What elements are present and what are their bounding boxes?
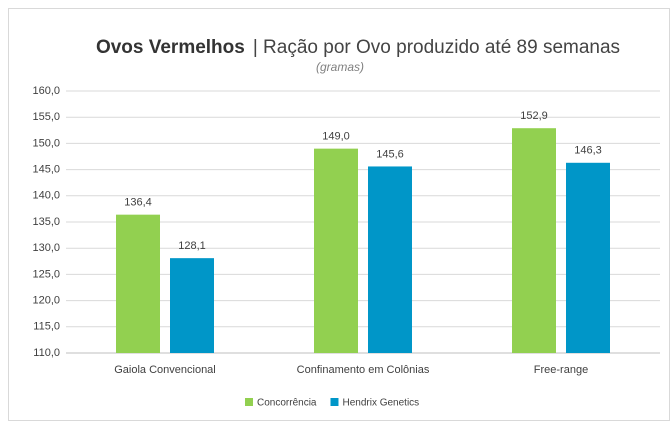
y-tick-label: 110,0 [33,347,60,359]
bar [368,166,412,353]
y-tick-label: 145,0 [32,164,60,176]
value-label: 128,1 [178,240,206,252]
y-tick-label: 150,0 [32,137,60,149]
title-detail: | Ração por Ovo produzido até 89 semanas [253,37,620,58]
bar [566,162,610,353]
y-tick-label: 160,0 [32,85,60,97]
value-label: 146,3 [574,145,602,157]
value-label: 145,6 [376,148,404,160]
bar [170,258,214,353]
legend-swatch [330,398,339,406]
legend-label: Concorrência [257,398,317,409]
x-tick-label: Confinamento em Colônias [297,364,430,376]
value-label: 136,4 [124,197,152,209]
legend-label: Hendrix Genetics [342,398,419,409]
bar [314,148,358,353]
y-tick-label: 120,0 [32,295,60,307]
x-tick-label: Free-range [534,364,588,376]
y-tick-label: 135,0 [32,216,60,228]
title-main: Ovos Vermelhos [96,37,245,58]
value-label: 152,9 [520,110,548,122]
y-tick-label: 155,0 [32,111,60,123]
y-tick-label: 130,0 [32,242,60,254]
legend-swatch [245,398,253,406]
bar [512,128,556,353]
y-tick-label: 115,0 [33,321,60,333]
y-tick-label: 140,0 [32,190,60,202]
x-tick-label: Gaiola Convencional [114,364,216,376]
y-tick-label: 125,0 [32,268,60,280]
bar [116,214,160,353]
chart-subtitle: (gramas) [316,60,364,74]
value-label: 149,0 [322,131,350,143]
chart-title: Ovos Vermelhos | Ração por Ovo produzido … [96,37,620,58]
